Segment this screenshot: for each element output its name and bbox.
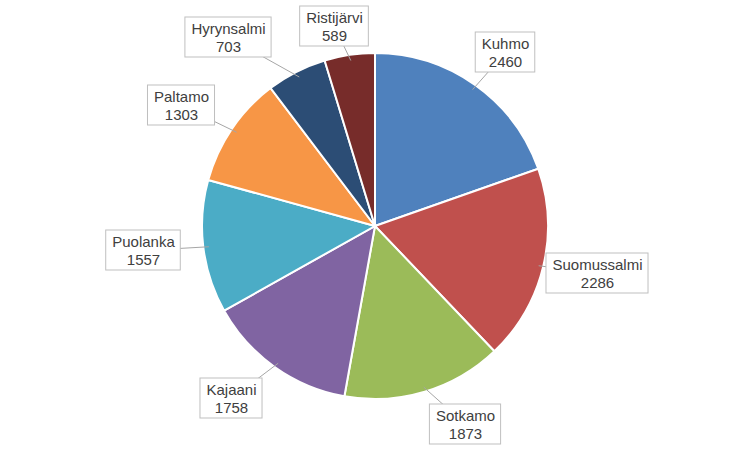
svg-text:Ristijärvi589: Ristijärvi589 <box>306 9 363 43</box>
svg-text:Kajaani1758: Kajaani1758 <box>206 381 256 415</box>
svg-text:Puolanka1557: Puolanka1557 <box>112 233 175 267</box>
svg-text:Sotkamo1873: Sotkamo1873 <box>436 407 495 441</box>
svg-text:Hyrynsalmi703: Hyrynsalmi703 <box>191 20 265 54</box>
svg-text:Kuhmo2460: Kuhmo2460 <box>482 35 530 69</box>
svg-text:Suomussalmi2286: Suomussalmi2286 <box>552 256 642 290</box>
svg-text:Paltamo1303: Paltamo1303 <box>154 88 209 122</box>
